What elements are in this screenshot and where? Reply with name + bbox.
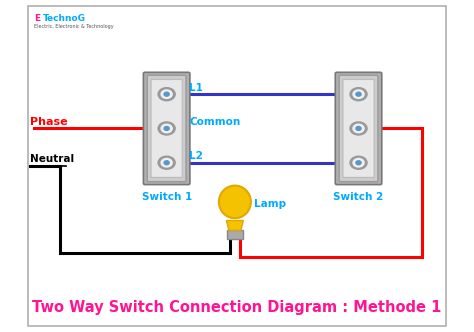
- FancyBboxPatch shape: [335, 72, 382, 185]
- Text: Switch 2: Switch 2: [333, 192, 383, 202]
- Text: E: E: [35, 14, 41, 23]
- FancyBboxPatch shape: [28, 6, 446, 326]
- FancyBboxPatch shape: [343, 79, 374, 177]
- Text: Two Way Switch Connection Diagram : Methode 1: Two Way Switch Connection Diagram : Meth…: [32, 299, 442, 314]
- Circle shape: [353, 124, 364, 133]
- Text: L1: L1: [189, 83, 203, 93]
- Text: Common: Common: [189, 117, 240, 127]
- FancyBboxPatch shape: [339, 75, 378, 182]
- Circle shape: [164, 126, 169, 130]
- Circle shape: [356, 126, 361, 130]
- Text: Switch 1: Switch 1: [142, 192, 192, 202]
- Circle shape: [350, 88, 367, 101]
- Circle shape: [164, 92, 169, 96]
- Circle shape: [158, 122, 175, 135]
- Text: TechnoG: TechnoG: [43, 14, 86, 23]
- Circle shape: [356, 92, 361, 96]
- FancyBboxPatch shape: [227, 230, 243, 239]
- Text: L2: L2: [189, 151, 203, 161]
- FancyBboxPatch shape: [147, 75, 186, 182]
- FancyBboxPatch shape: [144, 72, 190, 185]
- Polygon shape: [227, 220, 243, 230]
- Circle shape: [161, 124, 172, 133]
- Circle shape: [353, 158, 364, 167]
- Circle shape: [356, 161, 361, 165]
- Text: Electric, Electronic & Technology: Electric, Electronic & Technology: [35, 24, 114, 29]
- Circle shape: [353, 90, 364, 98]
- Text: Phase: Phase: [30, 117, 68, 127]
- Circle shape: [158, 156, 175, 169]
- Ellipse shape: [219, 186, 251, 218]
- Text: Lamp: Lamp: [254, 199, 286, 208]
- Circle shape: [350, 122, 367, 135]
- Circle shape: [164, 161, 169, 165]
- Circle shape: [350, 156, 367, 169]
- Circle shape: [161, 90, 172, 98]
- Circle shape: [158, 88, 175, 101]
- FancyBboxPatch shape: [151, 79, 182, 177]
- Circle shape: [161, 158, 172, 167]
- Text: Neutral: Neutral: [30, 154, 74, 164]
